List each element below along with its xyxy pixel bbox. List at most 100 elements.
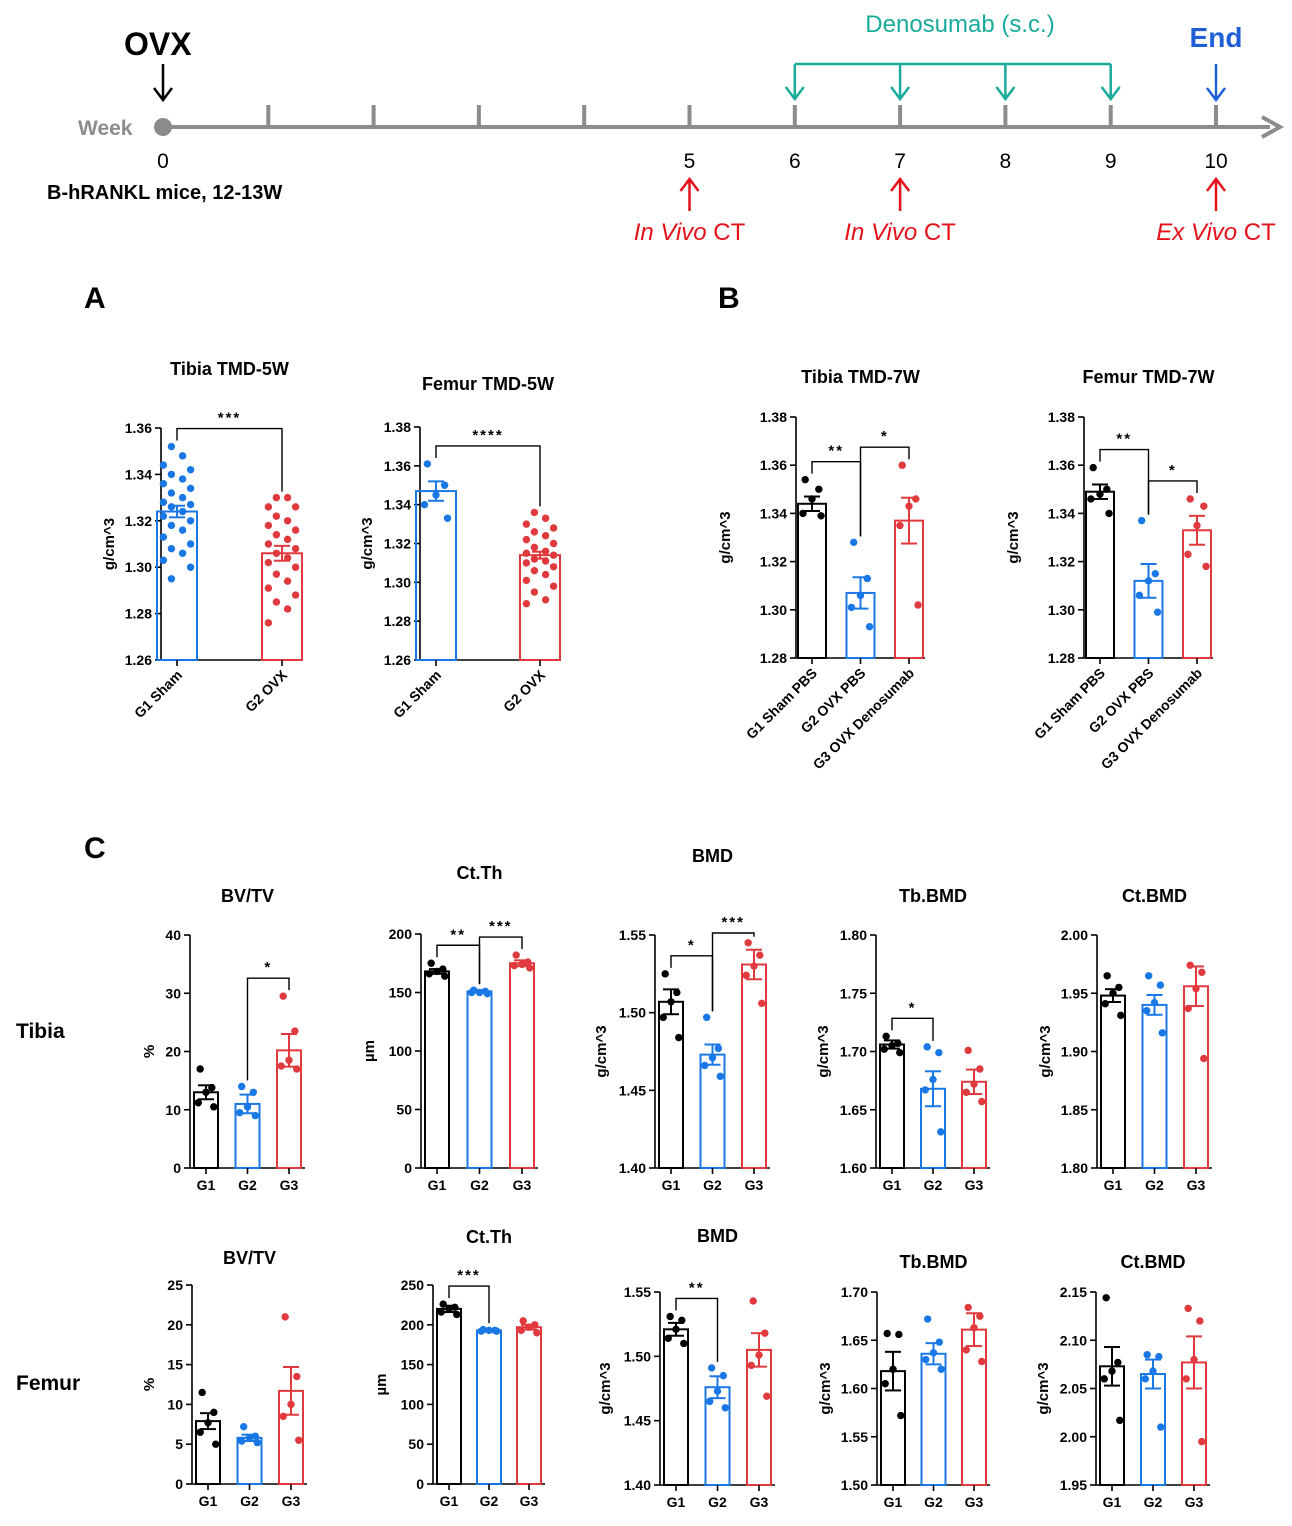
y-tick-label: 1.45 (619, 1082, 646, 1098)
data-point (283, 535, 292, 544)
data-point (253, 1438, 261, 1447)
y-tick-label: 1.28 (1048, 650, 1075, 666)
data-point (756, 951, 764, 959)
chart-13: Tb.BMD 1.50 1.55 1.60 1.65 1.70 g/cm^3 G1 G2 G3 (817, 1252, 990, 1510)
data-point (186, 517, 195, 525)
data-point (1156, 981, 1165, 989)
data-point (923, 1315, 932, 1323)
category-label: G2 (703, 1177, 722, 1193)
bar (797, 502, 827, 660)
chart-title: Tibia TMD-7W (801, 367, 920, 387)
data-point (702, 1013, 711, 1022)
y-tick-label: 1.32 (384, 536, 411, 552)
data-point (1105, 509, 1113, 518)
data-point (1196, 1317, 1204, 1325)
y-tick-label: 1.40 (624, 1477, 651, 1493)
data-point (530, 588, 539, 596)
data-point (238, 1437, 246, 1445)
data-point (178, 452, 187, 460)
data-point (847, 603, 856, 612)
y-tick-label: 1.38 (760, 409, 787, 425)
category-label: G2 OVX (500, 666, 549, 715)
y-axis-label: g/cm^3 (717, 511, 734, 563)
data-point (1198, 968, 1206, 976)
data-point (1114, 1358, 1122, 1367)
y-tick-label: 200 (401, 1317, 425, 1333)
data-point (512, 951, 520, 959)
chart-title: Tibia TMD-5W (170, 359, 289, 379)
data-point (236, 1108, 244, 1117)
significance-label: ** (828, 443, 844, 460)
y-tick-label: 2.10 (1060, 1332, 1087, 1348)
data-point (1144, 972, 1153, 980)
significance-bracket (711, 932, 755, 1012)
row-label-tibia: Tibia (16, 1020, 65, 1043)
data-point (159, 479, 168, 488)
data-point (673, 988, 681, 997)
y-tick-label: 1.60 (840, 1160, 867, 1176)
data-point (291, 591, 300, 599)
data-point (522, 535, 531, 544)
y-tick-label: 1.26 (384, 652, 411, 668)
category-label: G2 (924, 1177, 943, 1193)
y-tick-label: 1.95 (1061, 985, 1088, 1001)
y-tick-label: 20 (167, 1317, 183, 1333)
data-point (719, 1371, 728, 1380)
y-axis-label: g/cm^3 (359, 517, 376, 569)
y-tick-label: 1.28 (760, 650, 787, 666)
y-tick-label: 20 (165, 1044, 181, 1060)
data-point (755, 1351, 763, 1359)
data-point (1089, 463, 1097, 472)
y-tick-label: 2.00 (1061, 927, 1088, 943)
category-label: G3 (282, 1493, 301, 1509)
data-point (1143, 1007, 1151, 1015)
category-label: G2 (238, 1177, 257, 1193)
data-point (196, 1065, 204, 1073)
bar (920, 1352, 947, 1487)
data-point (264, 619, 273, 627)
data-point (251, 1111, 259, 1120)
chart-title: BMD (692, 846, 733, 866)
data-point (1103, 972, 1111, 980)
y-tick-label: 1.30 (384, 574, 411, 590)
data-point (888, 1041, 896, 1050)
data-point (912, 495, 920, 503)
category-label: G2 (1144, 1494, 1163, 1510)
bar (879, 1043, 905, 1170)
significance-bracket (478, 936, 523, 985)
data-point (1149, 1367, 1157, 1375)
data-point (441, 972, 449, 980)
ct-event-label: In Vivo CT (844, 219, 956, 246)
category-label: G2 (480, 1493, 499, 1509)
y-tick-label: 1.80 (840, 927, 867, 943)
category-label: G3 (520, 1493, 539, 1509)
significance-bracket (859, 446, 910, 537)
data-point (1116, 1416, 1124, 1425)
category-label: G1 (667, 1494, 686, 1510)
data-point (714, 1044, 723, 1053)
data-point (272, 512, 281, 520)
significance-label: * (264, 959, 272, 976)
y-tick-label: 1.50 (841, 1477, 868, 1493)
y-axis-label: g/cm^3 (1005, 511, 1022, 563)
y-axis-label: µm (361, 1040, 378, 1062)
data-point (272, 570, 281, 578)
significance-label: * (688, 937, 696, 954)
panel-label-a: A (84, 282, 106, 315)
data-point (291, 503, 300, 511)
bar (1182, 529, 1212, 660)
data-point (1158, 1029, 1166, 1037)
data-point (863, 574, 872, 583)
week-number: 9 (1105, 150, 1117, 173)
data-point (549, 539, 558, 548)
data-point (283, 554, 292, 562)
significance-bracket (811, 460, 862, 537)
y-tick-label: 1.75 (840, 985, 867, 1001)
charts: Tibia TMD-5W 1.26 1.28 1.30 1.32 1.34 1.36 g/cm… (101, 359, 1215, 1510)
category-label: G1 (884, 1494, 903, 1510)
y-tick-label: 1.40 (619, 1160, 646, 1176)
y-tick-label: 150 (389, 985, 413, 1001)
mice-label: B-hRANKL mice, 12-13W (47, 182, 282, 204)
y-axis-label: g/cm^3 (597, 1362, 614, 1414)
data-point (178, 475, 187, 483)
